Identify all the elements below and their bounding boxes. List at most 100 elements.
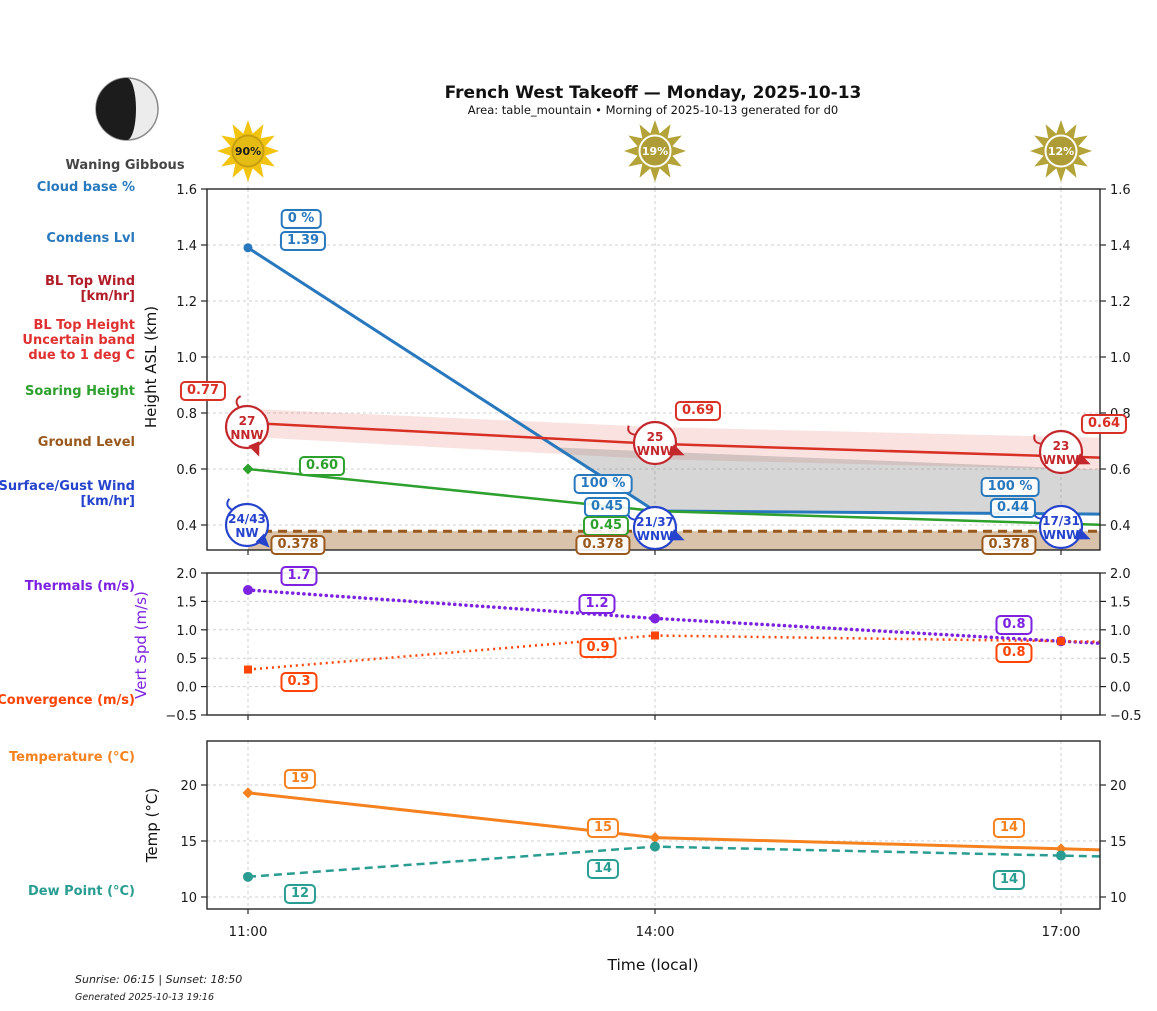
annotation-dew-point-c-: 14 bbox=[992, 870, 1026, 890]
point-marker bbox=[649, 832, 661, 844]
ytick-label-left: −0.5 bbox=[165, 709, 197, 724]
wind-dir-text: WNW bbox=[1043, 528, 1080, 542]
annotation-ground-level: 0.378 bbox=[575, 535, 631, 555]
sun-icon-1400: 19% bbox=[624, 120, 686, 182]
row-label-thermals: Thermals (m/s) bbox=[24, 579, 135, 594]
ytick-label-right: 1.0 bbox=[1110, 624, 1131, 639]
cloud-layer-band bbox=[557, 447, 1100, 514]
annotation-convergence-m-s-: 0.8 bbox=[995, 643, 1033, 663]
panel-border bbox=[206, 572, 1101, 716]
annotation-cloud-base-: 100 % bbox=[980, 477, 1040, 497]
sun-icon-1100: 90% bbox=[217, 120, 279, 182]
annotation-temperature-c-: 14 bbox=[992, 818, 1026, 838]
xtick-label: 11:00 bbox=[229, 924, 268, 940]
wind-dir-text: NW bbox=[235, 526, 258, 540]
ytick-label-left: 1.2 bbox=[176, 295, 197, 310]
ytick-label-right: 0.6 bbox=[1110, 463, 1131, 478]
wind-speed-text: 25 bbox=[647, 430, 664, 444]
ytick-label-right: 0.4 bbox=[1110, 519, 1131, 534]
dew-point-c--line bbox=[247, 845, 1101, 879]
ytick-label-right: 15 bbox=[1110, 835, 1127, 850]
ytick-label-left: 15 bbox=[180, 835, 197, 850]
ytick-label-left: 0.0 bbox=[176, 681, 197, 696]
wind-speed-text: 23 bbox=[1053, 439, 1070, 453]
annotation-condens-lvl: 1.39 bbox=[279, 231, 327, 251]
row-label-bl-top-height-2: Uncertain band bbox=[22, 333, 135, 348]
point-marker bbox=[1056, 850, 1066, 861]
row-label-bl-top-height-1: BL Top Height bbox=[33, 318, 135, 333]
annotation-thermals-m-s-: 0.8 bbox=[995, 615, 1033, 635]
sunrise-sunset-note: Sunrise: 06:15 | Sunset: 18:50 bbox=[75, 973, 243, 986]
ytick-label-left: 1.0 bbox=[176, 351, 197, 366]
annotation-dew-point-c-: 14 bbox=[586, 859, 620, 879]
yaxis-label-vert-spd: Vert Spd (m/s) bbox=[132, 591, 150, 699]
moon-phase-label: Waning Gibbous bbox=[65, 158, 185, 173]
row-label-dew-point: Dew Point (°C) bbox=[28, 884, 135, 899]
ytick-label-left: 1.0 bbox=[176, 624, 197, 639]
wind-dir-text: WNW bbox=[1043, 453, 1080, 467]
wind-dir-text: WNW bbox=[637, 444, 674, 458]
wind-speed-text: 24/43 bbox=[228, 512, 266, 526]
ground-fill bbox=[248, 531, 1100, 550]
row-label-bl-top-wind: BL Top Wind bbox=[45, 274, 135, 289]
wind-speed-text: 27 bbox=[239, 414, 256, 428]
ytick-label-right: 1.4 bbox=[1110, 239, 1131, 254]
page-title: French West Takeoff — Monday, 2025-10-13 bbox=[444, 83, 862, 103]
ytick-label-right: 10 bbox=[1110, 891, 1127, 906]
annotation-convergence-m-s-: 0.3 bbox=[280, 672, 318, 692]
yaxis-label-height: Height ASL (km) bbox=[142, 305, 160, 429]
point-marker bbox=[242, 463, 254, 475]
row-label-condens-lvl: Condens Lvl bbox=[46, 231, 135, 246]
annotation-cloud-base-: 100 % bbox=[573, 474, 633, 494]
ytick-label-right: 2.0 bbox=[1110, 567, 1131, 582]
point-marker bbox=[651, 631, 659, 640]
annotation-thermals-m-s-: 1.7 bbox=[280, 566, 318, 586]
ytick-label-left: 1.5 bbox=[176, 595, 197, 610]
ytick-label-right: 1.5 bbox=[1110, 595, 1131, 610]
annotation-ground-level: 0.378 bbox=[981, 535, 1037, 555]
point-marker bbox=[1057, 637, 1065, 646]
point-marker bbox=[242, 787, 254, 799]
panel-border bbox=[206, 740, 1101, 910]
row-label-bl-top-height-3: due to 1 deg C bbox=[28, 348, 135, 363]
annotation-ground-level: 0.378 bbox=[270, 535, 326, 555]
wind-speed-text: 17/31 bbox=[1042, 514, 1080, 528]
convergence-m-s--line bbox=[247, 634, 1101, 671]
ytick-label-right: 1.0 bbox=[1110, 351, 1131, 366]
point-marker bbox=[243, 871, 253, 882]
row-label-temperature: Temperature (°C) bbox=[9, 750, 135, 765]
page-subtitle: Area: table_mountain • Morning of 2025-1… bbox=[467, 103, 839, 117]
ytick-label-left: 10 bbox=[180, 891, 197, 906]
xtick-label: 17:00 bbox=[1042, 924, 1081, 940]
row-label-convergence: Convergence (m/s) bbox=[0, 693, 135, 708]
annotation-convergence-m-s-: 0.9 bbox=[579, 638, 617, 658]
row-label-surface-wind: Surface/Gust Wind bbox=[0, 479, 135, 494]
row-label-ground-level: Ground Level bbox=[37, 435, 135, 450]
row-label-surface-wind-unit: [km/hr] bbox=[80, 494, 136, 509]
yaxis-label-temp: Temp (°C) bbox=[143, 787, 161, 863]
wind-speed-text: 21/37 bbox=[636, 515, 674, 529]
sun-icon-1700: 12% bbox=[1030, 120, 1092, 182]
ytick-label-left: 1.6 bbox=[176, 183, 197, 198]
ytick-label-right: −0.5 bbox=[1110, 709, 1142, 724]
annotation-dew-point-c-: 12 bbox=[283, 884, 317, 904]
ytick-label-left: 20 bbox=[180, 779, 197, 794]
wind-dir-text: WNW bbox=[637, 529, 674, 543]
annotation-bl-top-height: 0.64 bbox=[1080, 414, 1128, 434]
temperature-c--line bbox=[247, 791, 1101, 852]
point-marker bbox=[243, 585, 253, 596]
annotation-temperature-c-: 19 bbox=[283, 769, 317, 789]
sun-percent-text: 90% bbox=[235, 145, 261, 158]
ytick-label-left: 0.5 bbox=[176, 652, 197, 667]
xtick-label: 14:00 bbox=[636, 924, 675, 940]
ytick-label-left: 0.4 bbox=[176, 519, 197, 534]
annotation-bl-top-height: 0.77 bbox=[179, 381, 227, 401]
condens-lvl-line bbox=[247, 246, 1101, 516]
point-marker bbox=[650, 841, 660, 852]
